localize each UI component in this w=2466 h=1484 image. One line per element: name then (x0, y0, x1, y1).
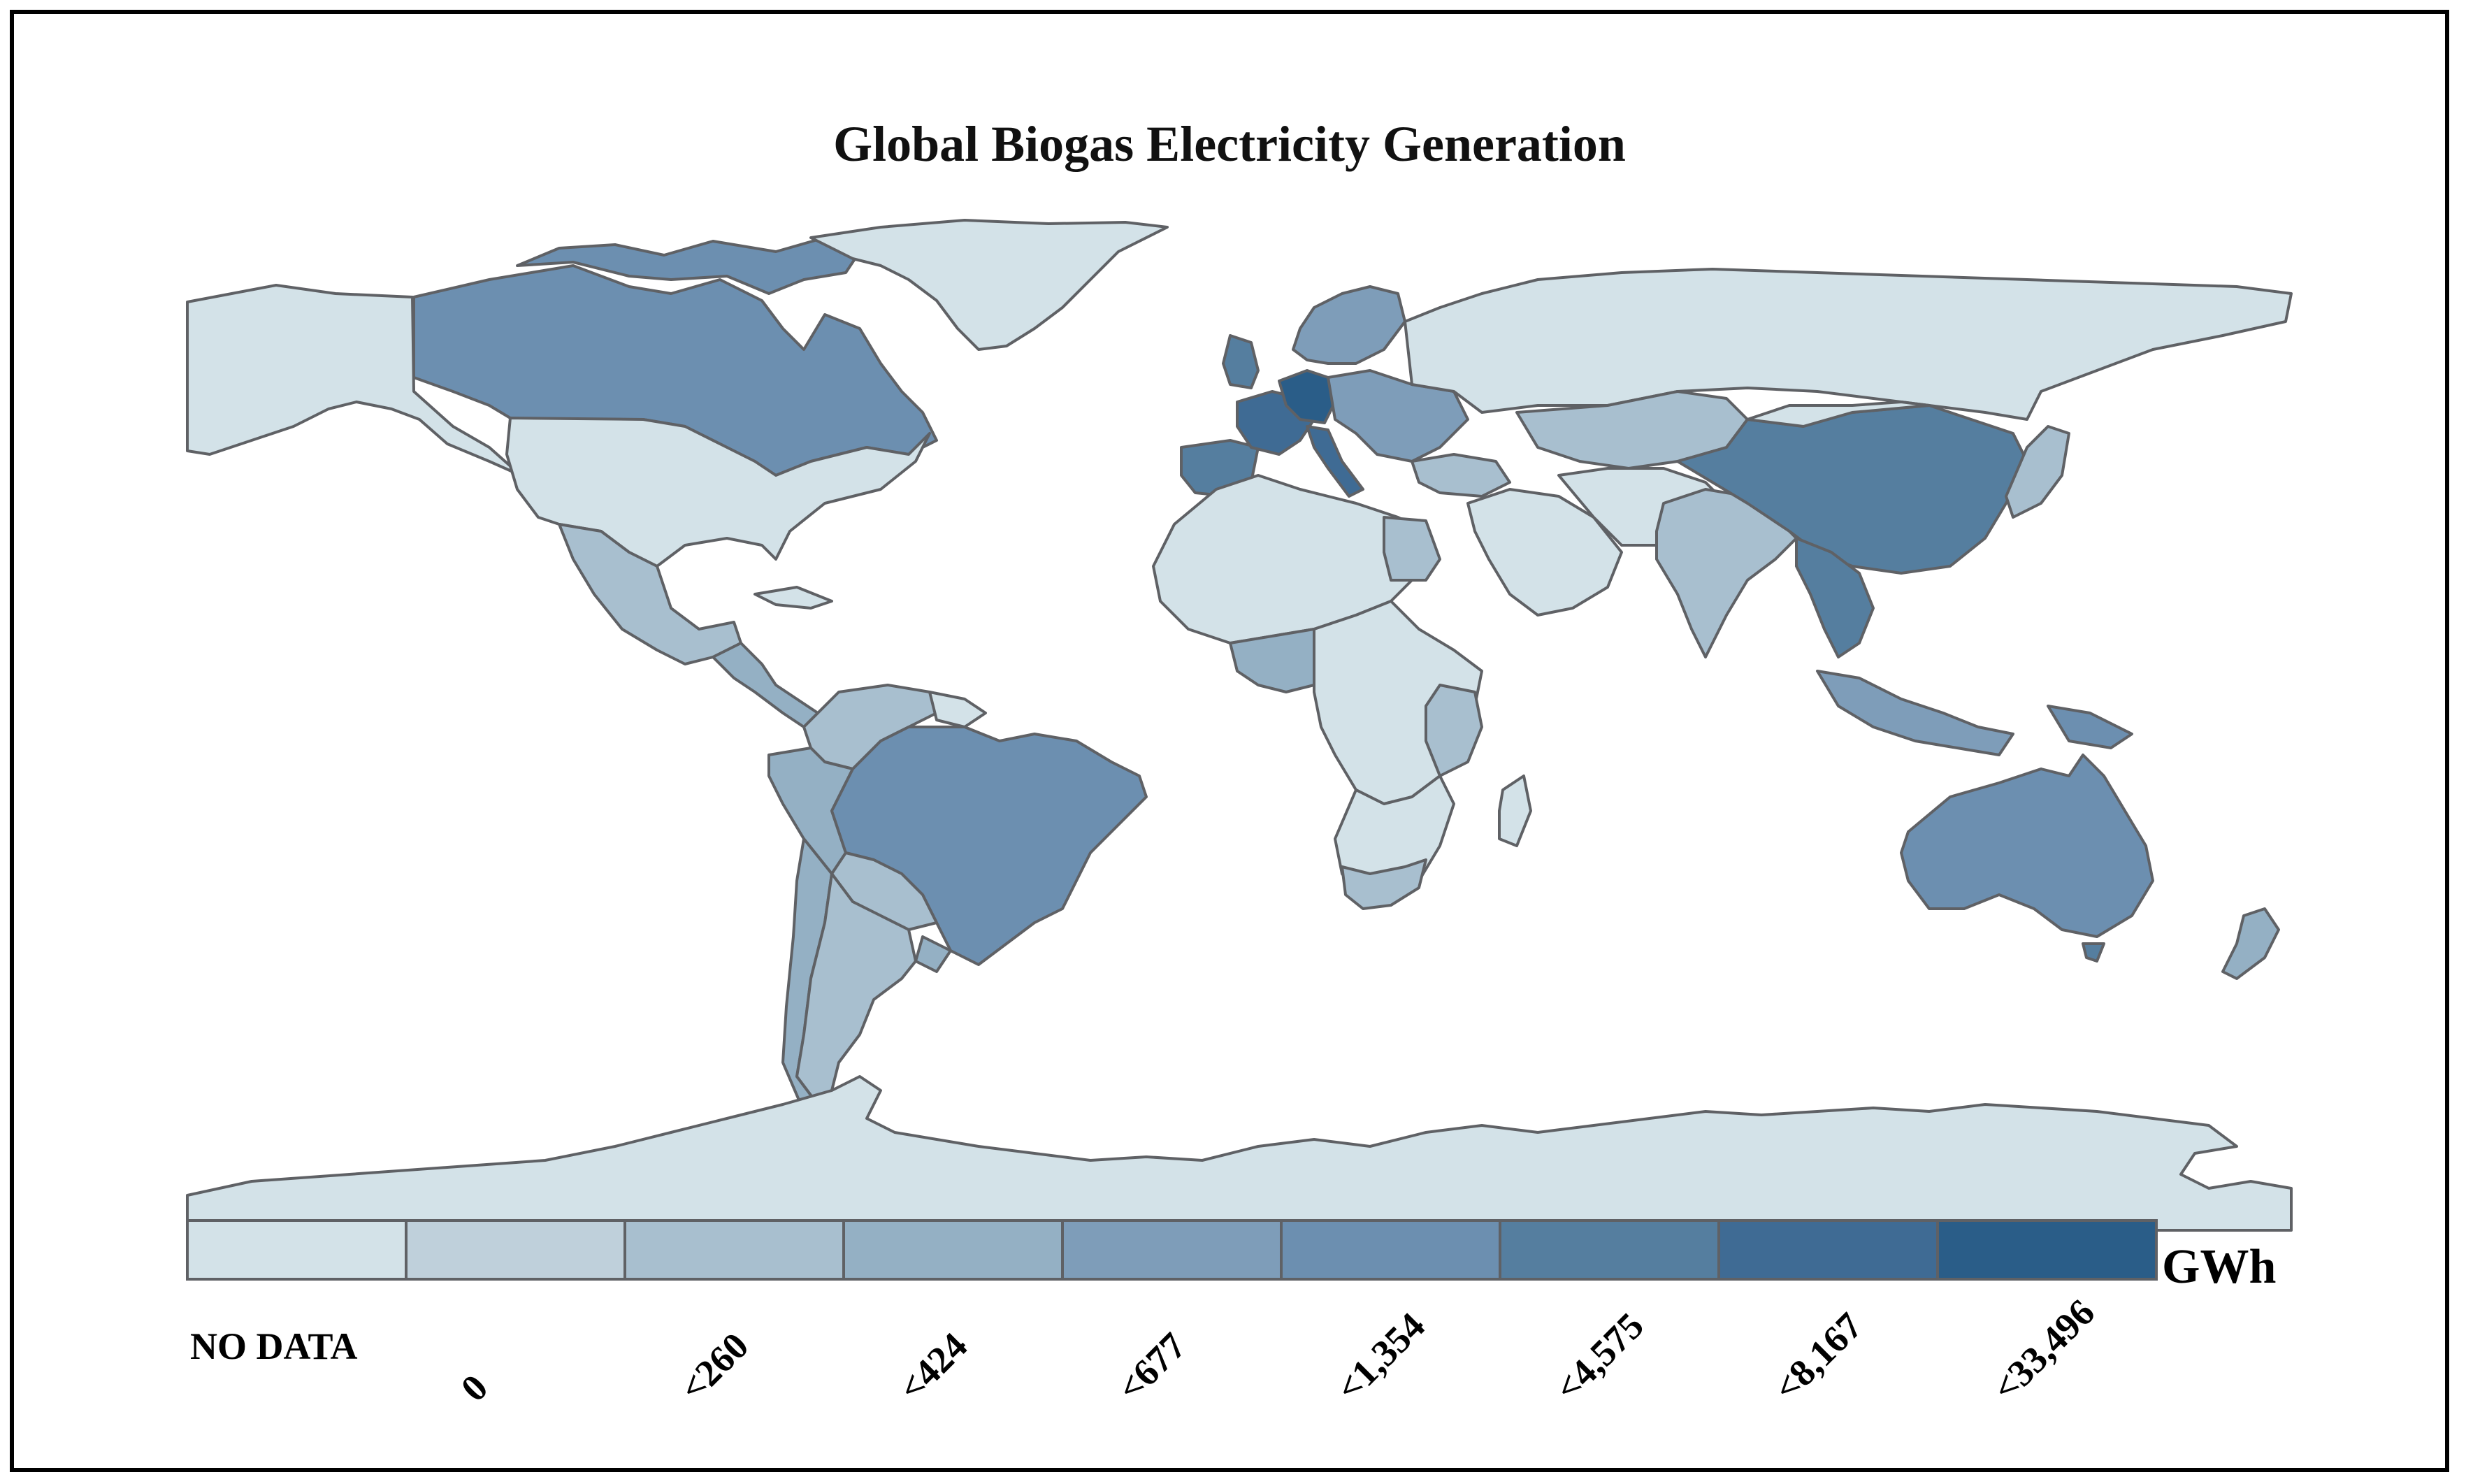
region-italy (1306, 425, 1364, 498)
region-indonesia (1816, 670, 2014, 756)
legend-swatch-0 (186, 1219, 408, 1281)
region-caribbean (754, 586, 833, 610)
region-egypt (1383, 516, 1441, 582)
region-south-africa (1341, 858, 1427, 910)
region-arctic-islands (516, 236, 861, 295)
region-japan (2005, 425, 2070, 519)
region-se-asia (1795, 537, 1875, 658)
region-guianas (928, 691, 987, 728)
legend-swatch-8 (1936, 1219, 2158, 1281)
region-turkey (1411, 453, 1511, 498)
region-tasmania (2082, 942, 2105, 963)
map-title: Global Biogas Electricity Generation (833, 116, 1626, 172)
legend-color-bar (186, 1219, 2158, 1281)
legend-label-no-data: NO DATA (190, 1325, 358, 1367)
region-argentina (795, 872, 917, 1106)
region-uk (1222, 334, 1260, 389)
legend-swatch-7 (1717, 1219, 1939, 1281)
region-arabia (1466, 488, 1623, 617)
region-eastern-europe (1327, 369, 1469, 463)
region-australia (1900, 754, 2154, 938)
region-png (2047, 705, 2133, 749)
region-germany (1278, 369, 1336, 424)
region-mongolia (1746, 401, 1931, 428)
legend-swatch-1 (405, 1219, 626, 1281)
region-scandinavia (1292, 285, 1406, 365)
legend-unit: GWh (2162, 1240, 2277, 1294)
legend-swatch-2 (623, 1219, 845, 1281)
region-russia (1404, 268, 2293, 421)
legend-swatch-4 (1061, 1219, 1283, 1281)
region-antarctica (186, 1075, 2293, 1232)
legend-swatch-6 (1499, 1219, 1720, 1281)
region-new-zealand (2221, 907, 2280, 980)
region-central-america (712, 642, 819, 728)
region-uruguay (914, 935, 952, 973)
legend-swatch-5 (1280, 1219, 1501, 1281)
region-madagascar (1498, 775, 1532, 847)
region-greenland (809, 219, 1169, 351)
region-east-africa (1425, 684, 1483, 777)
legend-swatch-3 (842, 1219, 1064, 1281)
